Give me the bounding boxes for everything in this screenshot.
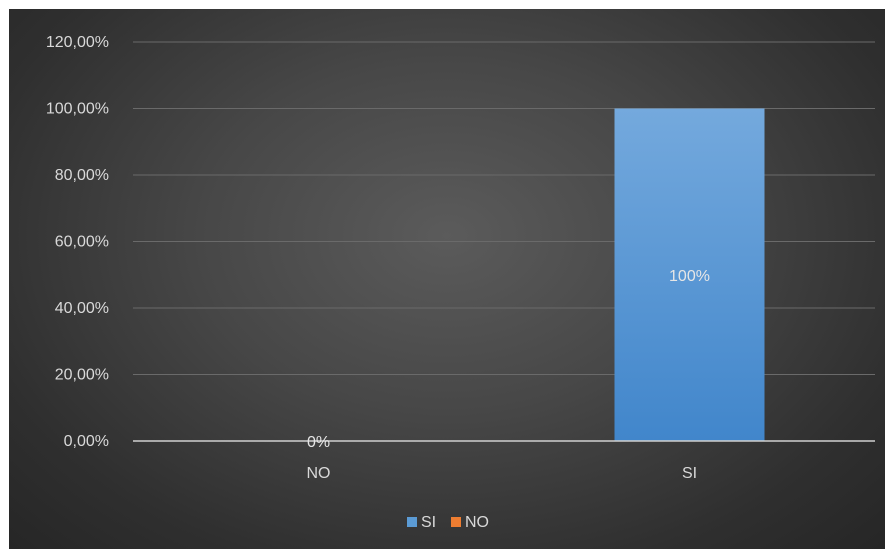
y-tick-label: 0,00% [64,433,109,450]
x-category-label: SI [682,465,697,482]
legend-swatch-no [451,517,461,527]
legend-label-si: SI [421,514,436,531]
legend-label-no: NO [465,514,489,531]
y-tick-label: 100,00% [46,101,109,118]
y-axis-ticks: 0,00% 20,00% 40,00% 60,00% 80,00% 100,00% 120,… [46,34,109,450]
y-tick-label: 40,00% [55,300,109,317]
data-label: 100% [669,268,710,285]
y-tick-label: 20,00% [55,367,109,384]
data-labels: 0% 100% [307,268,710,451]
y-tick-label: 120,00% [46,34,109,51]
x-axis-categories: NO SI [307,465,698,482]
bar-si-si [614,108,765,441]
y-tick-label: 80,00% [55,167,109,184]
legend: SI NO [407,514,489,531]
y-tick-label: 60,00% [55,234,109,251]
x-category-label: NO [307,465,331,482]
chart-area: 0,00% 20,00% 40,00% 60,00% 80,00% 100,00% 120,… [9,9,885,549]
data-label: 0% [307,434,330,451]
bar-chart: 0,00% 20,00% 40,00% 60,00% 80,00% 100,00% 120,… [46,34,875,531]
legend-swatch-si [407,517,417,527]
bars [614,108,765,441]
